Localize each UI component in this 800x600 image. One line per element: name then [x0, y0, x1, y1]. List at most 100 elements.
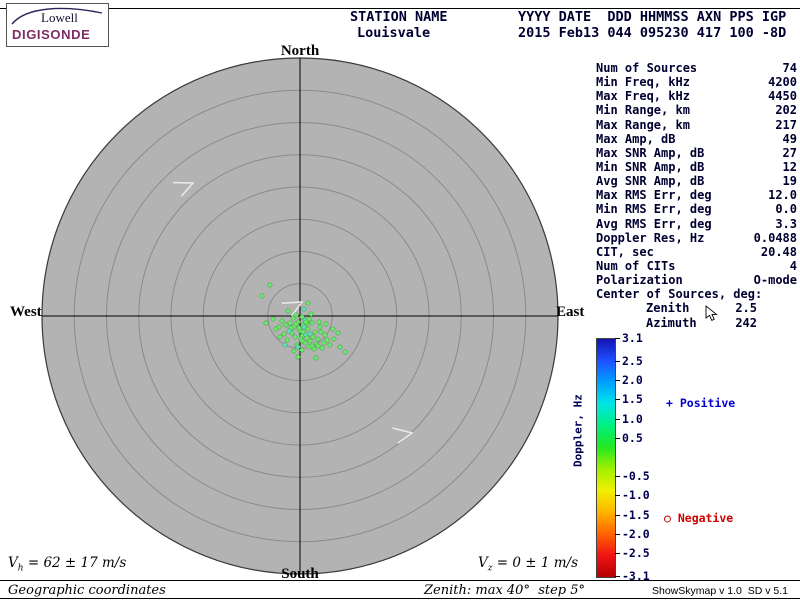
colorbar-title: Doppler, Hz [571, 394, 585, 467]
source-dot [312, 329, 318, 335]
negative-doppler-legend: ○ Negative [664, 511, 734, 525]
colorbar-tick-label: 2.0 [622, 373, 643, 388]
colorbar-tickmark [615, 338, 620, 339]
source-dot [299, 314, 305, 320]
stat-value: 202 [775, 103, 797, 118]
stat-row: Max RMS Err, deg 12.0 [596, 188, 797, 202]
source-dot [279, 318, 285, 324]
source-dot [270, 316, 276, 322]
stat-label: Min Freq, kHz [596, 75, 690, 90]
stat-label: Zenith [646, 301, 690, 316]
source-dot [285, 308, 291, 314]
stat-label: Max Amp, dB [596, 131, 676, 146]
stat-label: Min RMS Err, deg [596, 202, 712, 217]
colorbar-tick-label: 1.0 [622, 411, 643, 426]
source-dot [308, 311, 314, 317]
source-dot [296, 325, 302, 331]
source-dot [301, 324, 307, 330]
source-dot [324, 337, 330, 343]
source-dot [309, 343, 315, 349]
source-dot [299, 338, 305, 344]
colorbar-tickmark [615, 361, 620, 363]
source-dot [321, 340, 327, 346]
colorbar-tick-label: -2.5 [622, 545, 650, 560]
stat-label: Max Range, km [596, 117, 690, 132]
stat-label: Azimuth [646, 315, 697, 330]
source-dot [323, 321, 329, 327]
stat-row: Min SNR Amp, dB 12 [596, 160, 797, 174]
stat-value: O-mode [753, 273, 797, 288]
stat-label: Max Freq, kHz [596, 89, 690, 104]
stat-value: 49 [782, 131, 797, 146]
source-dot [299, 347, 305, 353]
source-dot [295, 354, 301, 360]
timestamp-fields-label: YYYY DATE DDD HHMMSS AXN PPS IGP [518, 9, 787, 25]
stat-label: Min SNR Amp, dB [596, 159, 705, 174]
stat-label: Max RMS Err, deg [596, 188, 712, 203]
stat-row: Center of Sources, deg: [596, 287, 797, 301]
station-name-value: Louisvale [357, 25, 431, 41]
zenith-scale-note: Zenith: max 40° step 5° [424, 583, 586, 598]
source-dot [310, 334, 316, 340]
stat-row: Min RMS Err, deg 0.0 [596, 202, 797, 216]
stat-label: Polarization [596, 273, 683, 288]
vh-subscript: h [17, 563, 24, 574]
compass-label-south: South [281, 566, 319, 582]
source-dot [304, 335, 310, 341]
stat-row: Min Range, km 202 [596, 103, 797, 117]
stat-value: 12 [782, 159, 797, 174]
colorbar-tick-label: 3.1 [622, 331, 643, 345]
source-dot [315, 343, 321, 349]
doppler-colorbar [596, 338, 616, 578]
stat-row: Max Range, km 217 [596, 118, 797, 132]
stat-row: Zenith 2.5 [596, 301, 797, 315]
brand-logo: Lowell DIGISONDE [6, 3, 109, 47]
source-dot [283, 322, 289, 328]
stat-value: 0.0488 [753, 230, 797, 245]
colorbar-tickmark [615, 514, 620, 516]
mouse-cursor-icon [705, 305, 718, 321]
stat-value: 3.3 [775, 216, 797, 231]
source-dot [267, 282, 273, 288]
colorbar-tickmark [615, 476, 620, 478]
stat-value: 4200 [768, 75, 797, 90]
source-dot [263, 320, 269, 326]
source-dot [330, 326, 336, 332]
source-dot [291, 348, 297, 354]
source-dot [282, 342, 288, 348]
stat-row: Min Freq, kHz 4200 [596, 75, 797, 89]
drift-arrow-icon [281, 301, 304, 317]
source-dot [335, 330, 341, 336]
colorbar-tickmark [615, 533, 620, 535]
source-dot [319, 345, 325, 351]
source-dot [292, 334, 298, 340]
vh-value: = 62 ± 17 m/s [23, 555, 127, 571]
bottom-edge [0, 598, 800, 599]
stat-value: 4450 [768, 89, 797, 104]
source-dot [342, 349, 348, 355]
stat-value: 2.5 [735, 301, 757, 316]
source-dot [303, 319, 309, 325]
top-divider [0, 8, 800, 9]
colorbar-tick-label: 1.5 [622, 392, 643, 407]
source-dot [305, 326, 311, 332]
timestamp-fields-value: 2015 Feb13 044 095230 417 100 -8D [518, 25, 787, 41]
stat-value: 242 [735, 315, 757, 330]
stat-value: 19 [782, 174, 797, 189]
source-dot [309, 320, 315, 326]
source-dot [259, 293, 265, 299]
stat-row: Num of CITs 4 [596, 259, 797, 273]
colorbar-tick-label: -2.0 [622, 526, 650, 541]
stat-label: Center of Sources, deg: [596, 287, 763, 302]
stat-value: 12.0 [768, 188, 797, 203]
source-dot [290, 315, 296, 321]
colorbar-tick-label: -3.1 [622, 569, 650, 583]
bottom-divider [0, 580, 800, 581]
stat-value: 217 [775, 117, 797, 132]
colorbar-tickmark [615, 399, 620, 401]
colorbar-tick-label: 2.5 [622, 354, 643, 369]
source-dot [301, 306, 307, 312]
source-dot [281, 331, 287, 337]
colorbar-tick-label: -1.0 [622, 488, 650, 503]
